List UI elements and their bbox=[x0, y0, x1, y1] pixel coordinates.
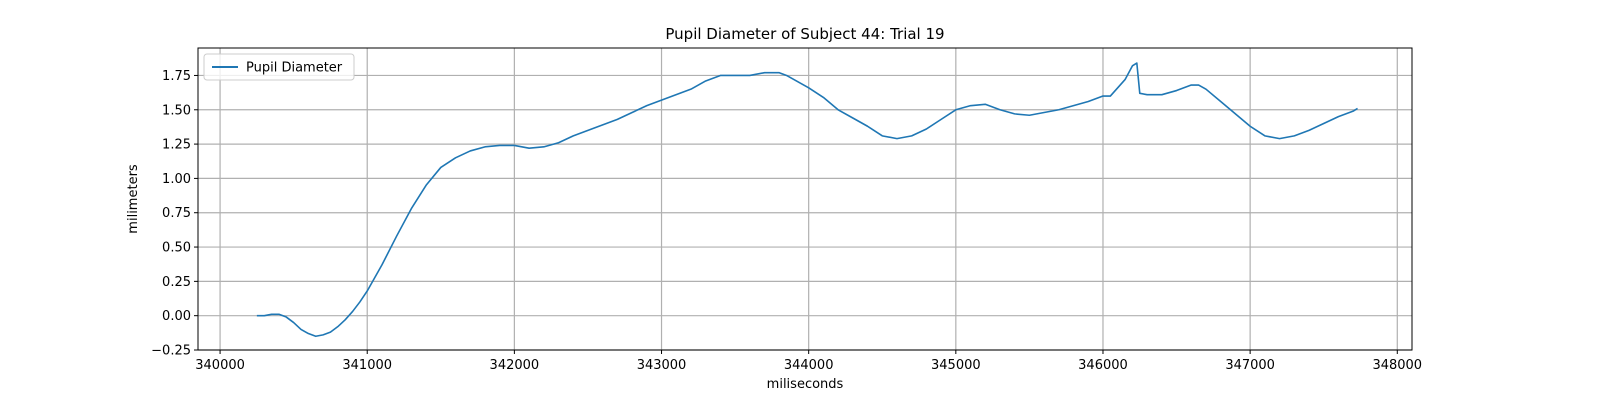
series-layer bbox=[256, 62, 1358, 338]
x-tick-label: 341000 bbox=[342, 358, 392, 373]
x-tick-label: 347000 bbox=[1225, 358, 1275, 373]
y-tick-label: 0.75 bbox=[162, 206, 191, 221]
y-tick-label: 1.00 bbox=[162, 172, 191, 187]
x-tick-label: 344000 bbox=[784, 358, 834, 373]
y-tick-label: 0.25 bbox=[162, 275, 191, 290]
legend: Pupil Diameter bbox=[203, 53, 355, 81]
x-tick-label: 342000 bbox=[490, 358, 540, 373]
x-tick-label: 343000 bbox=[637, 358, 687, 373]
series-line-pupil-diameter bbox=[256, 62, 1358, 338]
y-tick-label: 1.25 bbox=[162, 138, 191, 153]
x-tick-label: 340000 bbox=[195, 358, 245, 373]
legend-box bbox=[203, 53, 355, 81]
y-tick-label: 1.50 bbox=[162, 103, 191, 118]
y-axis-title: milimeters bbox=[126, 164, 141, 234]
x-tick-label: 346000 bbox=[1078, 358, 1128, 373]
x-tick-label: 345000 bbox=[931, 358, 981, 373]
legend-label: Pupil Diameter bbox=[246, 61, 343, 76]
tick-layer: 340000 341000 342000 343000 344000 345000 3460… bbox=[151, 69, 1422, 373]
y-tick-label: 1.75 bbox=[162, 69, 191, 84]
x-axis-title: miliseconds bbox=[767, 377, 844, 392]
y-tick-label: 0.50 bbox=[162, 241, 191, 256]
y-tick-label: −0.25 bbox=[151, 344, 191, 359]
y-tick-label: 0.00 bbox=[162, 309, 191, 324]
plot-frame bbox=[197, 47, 1413, 351]
chart-title: Pupil Diameter of Subject 44: Trial 19 bbox=[665, 25, 944, 43]
x-tick-label: 348000 bbox=[1372, 358, 1422, 373]
